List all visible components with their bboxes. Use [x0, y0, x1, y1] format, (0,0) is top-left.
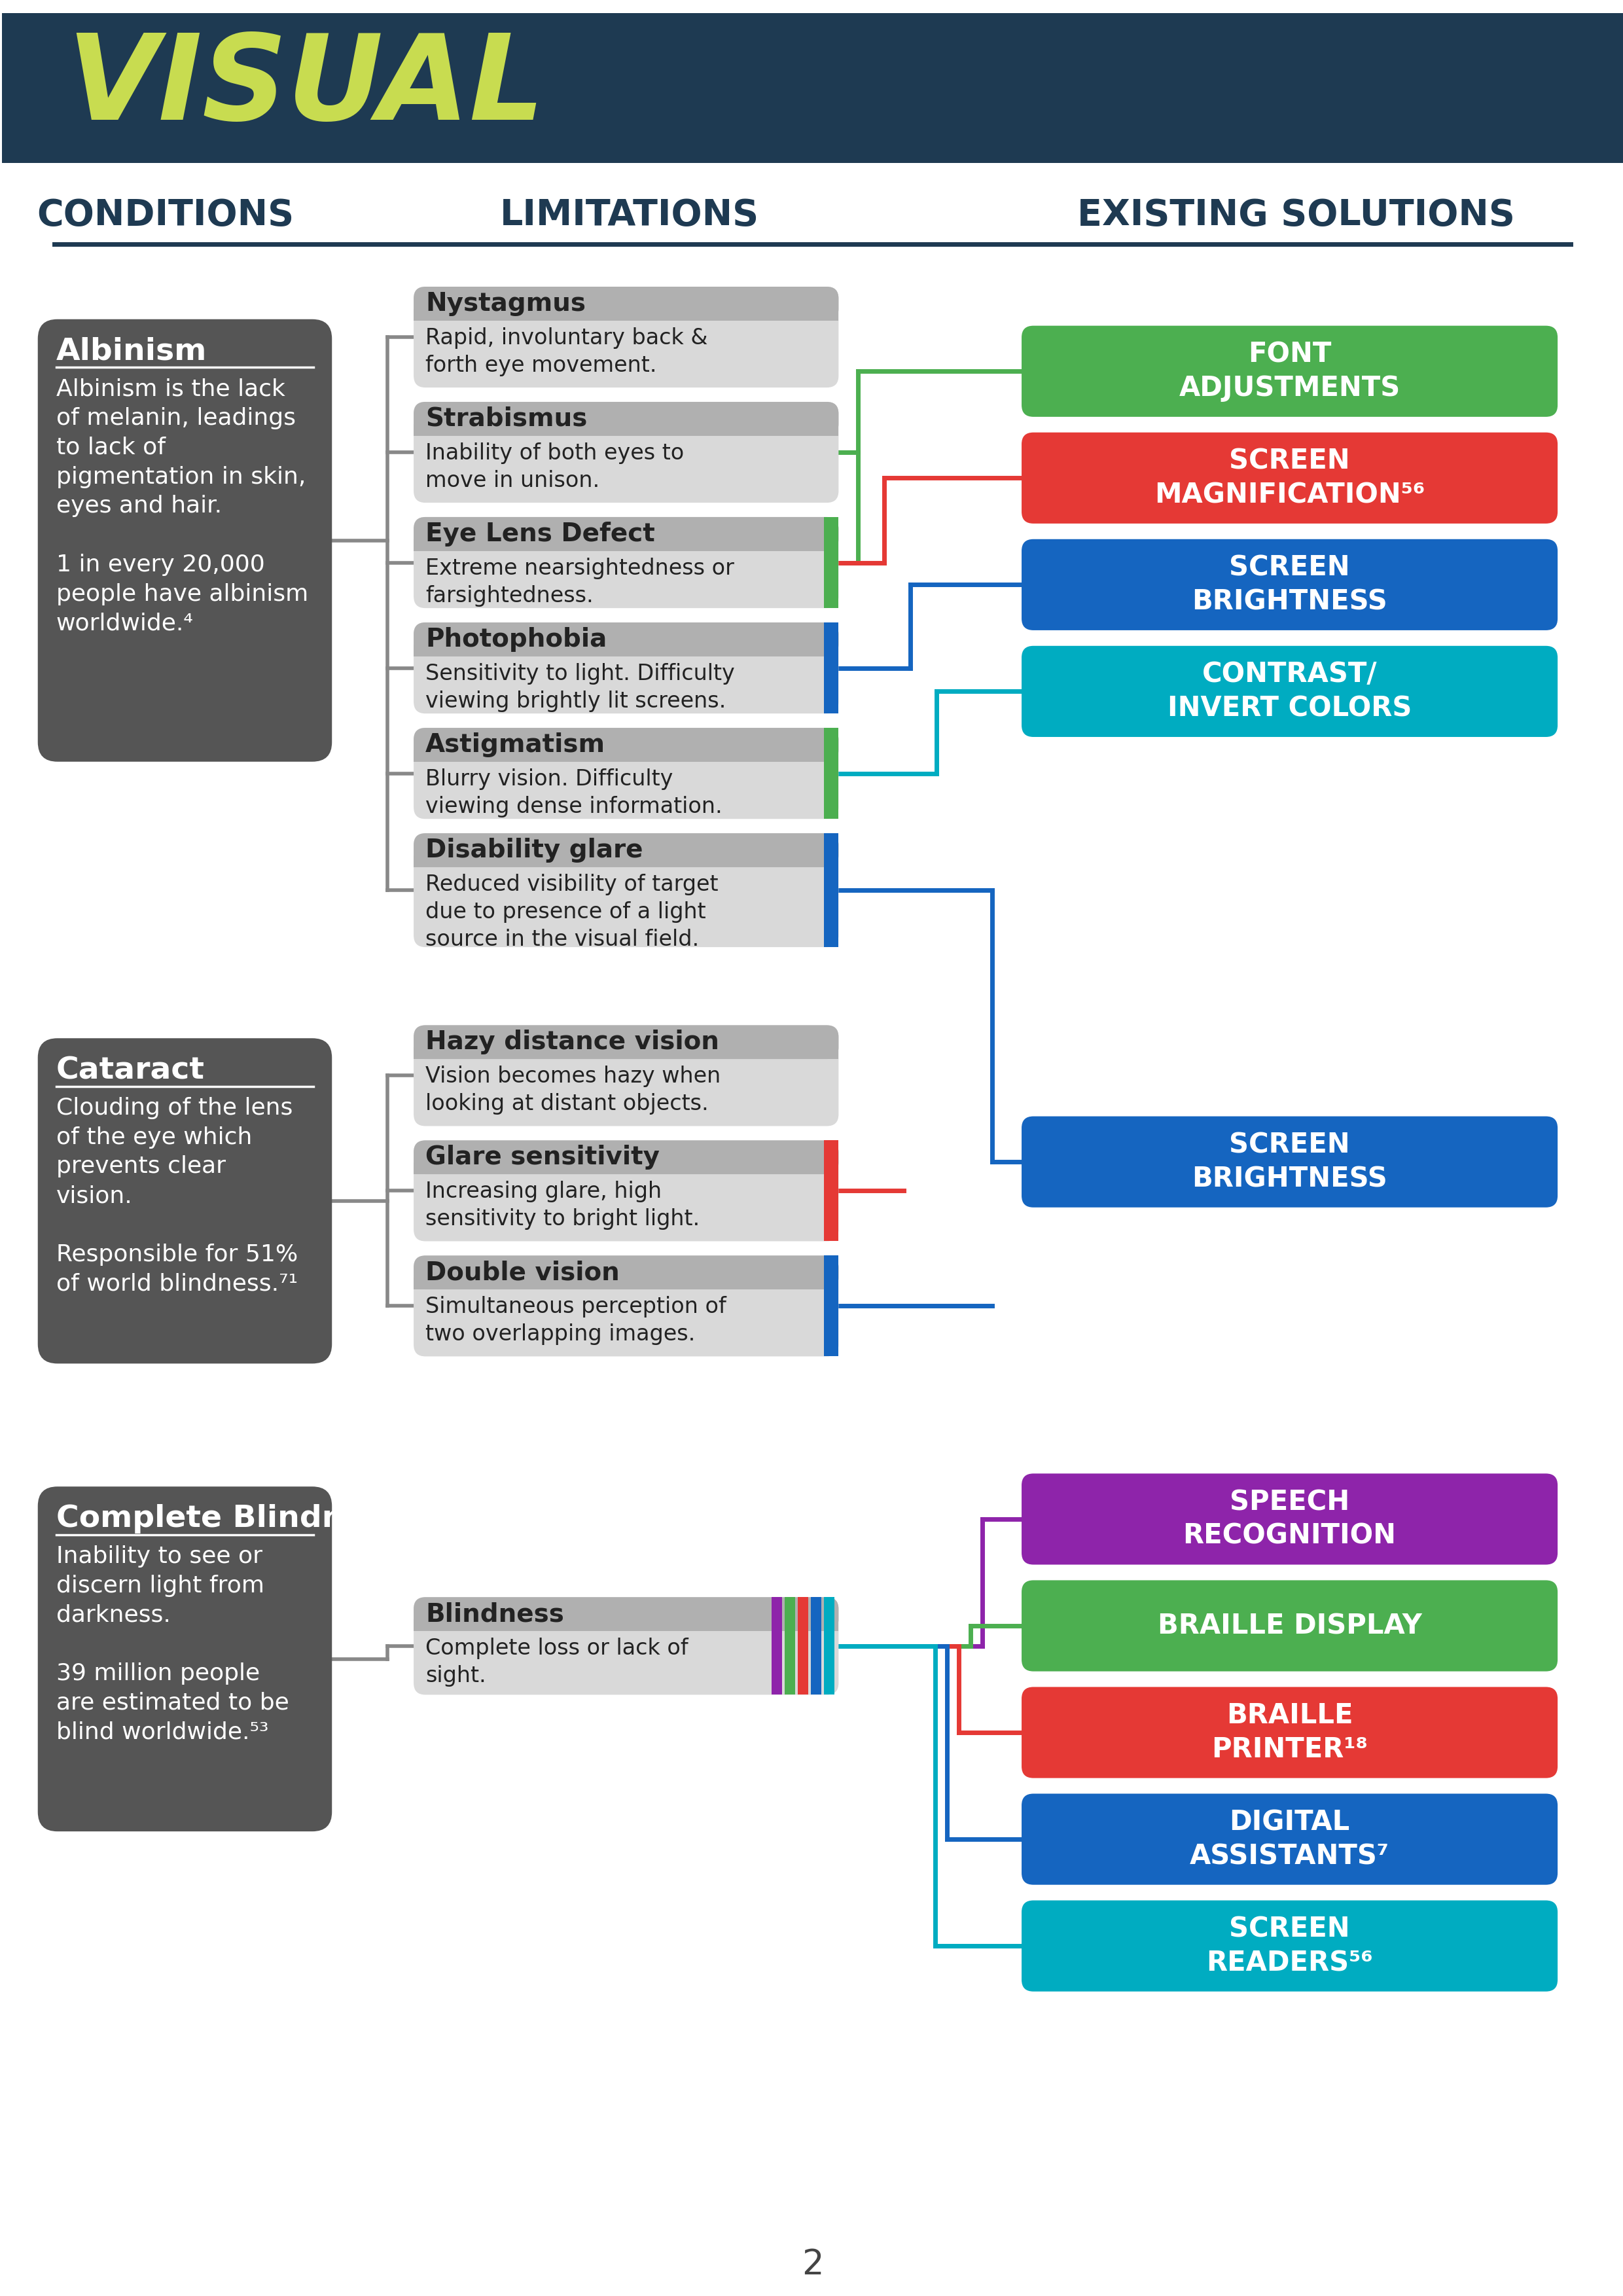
Text: BRAILLE
PRINTER¹⁸: BRAILLE PRINTER¹⁸	[1211, 1701, 1368, 1763]
Text: Eye Lens Defect: Eye Lens Defect	[425, 521, 656, 546]
FancyBboxPatch shape	[414, 517, 839, 608]
Bar	[824, 1141, 839, 1242]
FancyBboxPatch shape	[1021, 432, 1558, 523]
Text: EXISTING SOLUTIONS: EXISTING SOLUTIONS	[1078, 197, 1514, 232]
Text: BRAILLE DISPLAY: BRAILLE DISPLAY	[1157, 1612, 1422, 1639]
Text: 2: 2	[802, 2248, 823, 2282]
Text: Clouding of the lens
of the eye which
prevents clear
vision.

Responsible for 51: Clouding of the lens of the eye which pr…	[57, 1097, 297, 1295]
Bar	[414, 1162, 839, 1173]
Text: Photophobia: Photophobia	[425, 627, 607, 652]
Text: Glare sensitivity: Glare sensitivity	[425, 1146, 659, 1169]
FancyBboxPatch shape	[414, 287, 839, 388]
Text: CONDITIONS: CONDITIONS	[37, 197, 294, 232]
Text: DIGITAL
ASSISTANTS⁷: DIGITAL ASSISTANTS⁷	[1190, 1809, 1389, 1869]
FancyBboxPatch shape	[414, 1256, 839, 1357]
Bar	[414, 1619, 839, 1630]
Bar	[799, 1598, 808, 1694]
Text: SCREEN
MAGNIFICATION⁵⁶: SCREEN MAGNIFICATION⁵⁶	[1154, 448, 1425, 510]
Text: Blindness: Blindness	[425, 1603, 565, 1626]
FancyBboxPatch shape	[414, 1256, 839, 1290]
Bar	[812, 1598, 821, 1694]
Bar	[414, 1277, 839, 1290]
Text: Nystagmus: Nystagmus	[425, 292, 586, 317]
Text: VISUAL: VISUAL	[67, 30, 545, 145]
FancyBboxPatch shape	[414, 1141, 839, 1242]
FancyBboxPatch shape	[1021, 540, 1558, 629]
Text: Disability glare: Disability glare	[425, 838, 643, 863]
Text: Reduced visibility of target
due to presence of a light
source in the visual fie: Reduced visibility of target due to pres…	[425, 872, 719, 951]
Bar	[824, 517, 839, 608]
Text: Strabismus: Strabismus	[425, 406, 588, 432]
FancyBboxPatch shape	[414, 833, 839, 948]
FancyBboxPatch shape	[414, 287, 839, 321]
Text: Inability to see or
discern light from
darkness.

39 million people
are estimate: Inability to see or discern light from d…	[57, 1545, 289, 1743]
Bar	[414, 308, 839, 321]
Text: SCREEN
BRIGHTNESS: SCREEN BRIGHTNESS	[1191, 553, 1388, 615]
Text: Extreme nearsightedness or
farsightedness.: Extreme nearsightedness or farsightednes…	[425, 558, 734, 606]
Bar	[414, 540, 839, 551]
Bar	[824, 728, 839, 820]
FancyBboxPatch shape	[37, 1486, 333, 1832]
FancyBboxPatch shape	[1021, 326, 1558, 418]
Bar	[824, 833, 839, 948]
Text: Double vision: Double vision	[425, 1261, 620, 1286]
Text: Complete Blindness: Complete Blindness	[57, 1504, 401, 1534]
FancyBboxPatch shape	[414, 728, 839, 820]
Text: Astigmatism: Astigmatism	[425, 732, 605, 758]
FancyBboxPatch shape	[1021, 1793, 1558, 1885]
FancyBboxPatch shape	[1021, 1688, 1558, 1777]
FancyBboxPatch shape	[414, 1598, 839, 1630]
Text: Vision becomes hazy when
looking at distant objects.: Vision becomes hazy when looking at dist…	[425, 1065, 721, 1114]
FancyBboxPatch shape	[414, 728, 839, 762]
Text: CONTRAST/
INVERT COLORS: CONTRAST/ INVERT COLORS	[1167, 661, 1412, 723]
FancyBboxPatch shape	[1021, 1116, 1558, 1208]
Text: FONT
ADJUSTMENTS: FONT ADJUSTMENTS	[1178, 340, 1401, 402]
Bar	[824, 1256, 839, 1357]
Bar	[786, 1598, 795, 1694]
FancyBboxPatch shape	[414, 402, 839, 436]
Text: Simultaneous perception of
two overlapping images.: Simultaneous perception of two overlappi…	[425, 1295, 727, 1345]
FancyBboxPatch shape	[414, 1026, 839, 1125]
FancyBboxPatch shape	[414, 833, 839, 868]
Text: Increasing glare, high
sensitivity to bright light.: Increasing glare, high sensitivity to br…	[425, 1180, 700, 1231]
Bar	[2, 14, 1623, 163]
Bar	[414, 856, 839, 868]
Text: Sensitivity to light. Difficulty
viewing brightly lit screens.: Sensitivity to light. Difficulty viewing…	[425, 664, 735, 712]
Text: Albinism: Albinism	[57, 338, 206, 367]
FancyBboxPatch shape	[1021, 1474, 1558, 1564]
FancyBboxPatch shape	[414, 1141, 839, 1173]
FancyBboxPatch shape	[414, 622, 839, 714]
Bar	[824, 622, 839, 714]
Text: Rapid, involuntary back &
forth eye movement.: Rapid, involuntary back & forth eye move…	[425, 326, 708, 377]
Text: Cataract: Cataract	[57, 1056, 204, 1086]
FancyBboxPatch shape	[414, 517, 839, 551]
Bar	[414, 751, 839, 762]
Text: SCREEN
BRIGHTNESS: SCREEN BRIGHTNESS	[1191, 1132, 1388, 1192]
FancyBboxPatch shape	[414, 622, 839, 657]
Text: SPEECH
RECOGNITION: SPEECH RECOGNITION	[1183, 1488, 1396, 1550]
Text: Blurry vision. Difficulty
viewing dense information.: Blurry vision. Difficulty viewing dense …	[425, 769, 722, 817]
Text: Albinism is the lack
of melanin, leadings
to lack of
pigmentation in skin,
eyes : Albinism is the lack of melanin, leading…	[57, 379, 308, 634]
FancyBboxPatch shape	[1021, 645, 1558, 737]
Bar	[824, 1598, 834, 1694]
Bar	[414, 1047, 839, 1058]
Text: LIMITATIONS: LIMITATIONS	[500, 197, 760, 232]
Bar	[414, 425, 839, 436]
Text: SCREEN
READERS⁵⁶: SCREEN READERS⁵⁶	[1206, 1915, 1373, 1977]
Bar	[414, 645, 839, 657]
FancyBboxPatch shape	[1021, 1580, 1558, 1671]
FancyBboxPatch shape	[37, 319, 333, 762]
Text: Complete loss or lack of
sight.: Complete loss or lack of sight.	[425, 1637, 688, 1688]
Bar	[773, 1598, 782, 1694]
FancyBboxPatch shape	[414, 1026, 839, 1058]
Text: Inability of both eyes to
move in unison.: Inability of both eyes to move in unison…	[425, 443, 685, 491]
Text: Hazy distance vision: Hazy distance vision	[425, 1029, 719, 1054]
FancyBboxPatch shape	[1021, 1901, 1558, 1991]
FancyBboxPatch shape	[414, 1598, 839, 1694]
FancyBboxPatch shape	[37, 1038, 333, 1364]
FancyBboxPatch shape	[414, 402, 839, 503]
